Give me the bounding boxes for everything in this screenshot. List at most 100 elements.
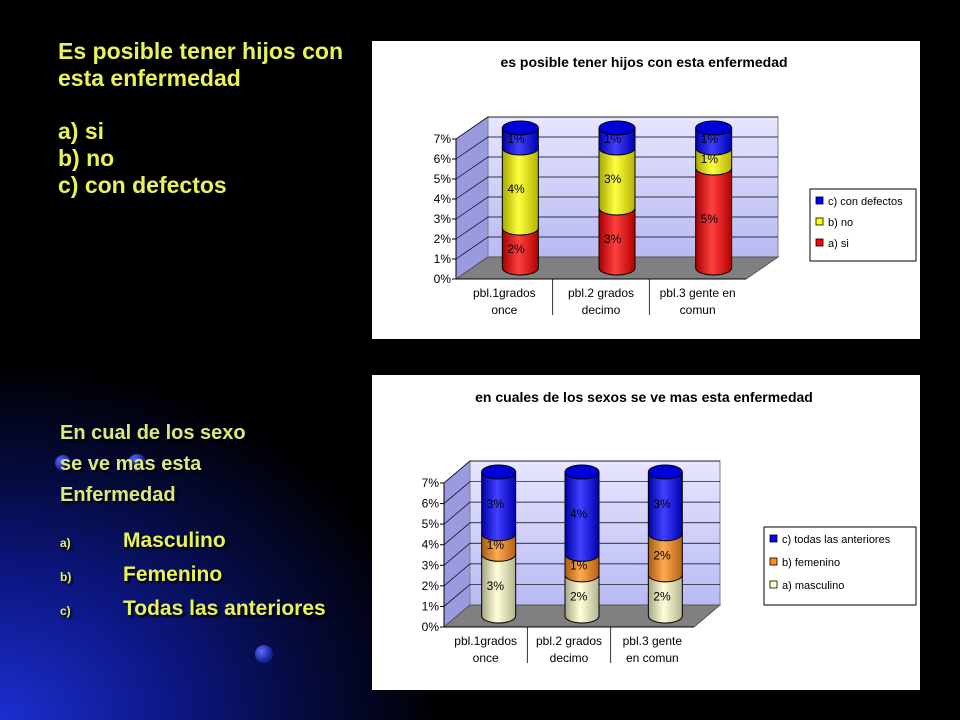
y-tick-label: 1% bbox=[422, 599, 440, 613]
gridline bbox=[455, 116, 778, 140]
bar-segment bbox=[481, 471, 517, 542]
x-tick-label: pbl.3 gente bbox=[623, 634, 683, 648]
option-text: Masculino bbox=[123, 529, 226, 552]
question-2-options: a) Masculino b) Femenino c) Todas las an… bbox=[60, 525, 360, 627]
legend-swatch bbox=[769, 580, 778, 589]
legend-label: b) femenino bbox=[782, 557, 840, 569]
slide-title-line: Es posible tener hijos con bbox=[58, 38, 344, 64]
question-2-block: En cual de los sexo se ve mas esta Enfer… bbox=[60, 418, 360, 627]
chart-side-wall bbox=[455, 116, 489, 280]
bar-segment bbox=[598, 207, 636, 276]
legend-label: a) masculino bbox=[782, 580, 844, 592]
chart-title: es posible tener hijos con esta enfermed… bbox=[500, 54, 787, 70]
y-tick-label: 1% bbox=[434, 252, 452, 266]
gridline bbox=[455, 136, 778, 160]
data-label: 1% bbox=[570, 559, 588, 573]
data-label: 1% bbox=[604, 132, 622, 146]
bar-cap bbox=[598, 120, 636, 136]
y-tick-label: 4% bbox=[422, 538, 440, 552]
decorative-dot bbox=[128, 454, 146, 472]
option-marker: b) bbox=[60, 570, 72, 584]
bar-cap bbox=[647, 464, 683, 480]
x-tick-label: once bbox=[491, 303, 517, 317]
legend-swatch bbox=[769, 557, 778, 566]
option-b: b) no bbox=[58, 145, 115, 171]
bar-segment bbox=[695, 167, 733, 276]
bar-cap bbox=[481, 464, 517, 480]
data-label: 3% bbox=[487, 579, 505, 593]
y-tick-label: 5% bbox=[422, 517, 440, 531]
chart-svg: en cuales de los sexos se ve mas esta en… bbox=[422, 389, 917, 665]
x-tick-label: decimo bbox=[550, 651, 589, 665]
decorative-dot bbox=[55, 455, 71, 471]
option-marker: c) bbox=[60, 604, 71, 618]
data-label: 1% bbox=[701, 152, 719, 166]
y-tick-label: 5% bbox=[434, 172, 452, 186]
data-label: 3% bbox=[604, 172, 622, 186]
bar-segment bbox=[564, 574, 600, 624]
x-tick-label: pbl.2 grados bbox=[536, 634, 602, 648]
gridline bbox=[455, 216, 778, 240]
bar-cap bbox=[501, 120, 539, 136]
question-2-line: se ve mas esta bbox=[60, 453, 202, 475]
gridline bbox=[443, 501, 720, 525]
option-a: a) si bbox=[58, 118, 105, 144]
gridline bbox=[455, 236, 778, 260]
bar-segment bbox=[695, 147, 733, 176]
legend-swatch bbox=[815, 238, 824, 247]
bar-cap bbox=[695, 120, 733, 136]
chart-sexos: en cuales de los sexos se ve mas esta en… bbox=[372, 375, 920, 690]
y-tick-label: 6% bbox=[434, 152, 452, 166]
bar-segment bbox=[501, 227, 539, 276]
legend-label: c) todas las anteriores bbox=[782, 534, 891, 546]
option-femenino: b) Femenino bbox=[60, 559, 360, 593]
bar-segment bbox=[647, 574, 683, 624]
chart-title: en cuales de los sexos se ve mas esta en… bbox=[475, 389, 813, 405]
data-label: 3% bbox=[604, 232, 622, 246]
bar-segment bbox=[564, 471, 600, 562]
decorative-dot bbox=[255, 645, 273, 663]
bar-segment bbox=[501, 127, 539, 156]
question-2-line: Enfermedad bbox=[60, 484, 176, 506]
x-tick-label: decimo bbox=[582, 303, 621, 317]
legend-box bbox=[809, 188, 917, 262]
option-marker: a) bbox=[60, 536, 71, 550]
data-label: 2% bbox=[653, 589, 671, 603]
y-tick-label: 3% bbox=[422, 558, 440, 572]
y-tick-label: 2% bbox=[422, 579, 440, 593]
legend-box bbox=[763, 526, 917, 606]
chart-svg: es posible tener hijos con esta enfermed… bbox=[434, 54, 917, 317]
slide-title-block: Es posible tener hijos con esta enfermed… bbox=[58, 38, 378, 199]
gridline bbox=[443, 542, 720, 566]
chart-side-wall bbox=[443, 459, 471, 629]
gridline bbox=[443, 460, 720, 484]
option-c: c) con defectos bbox=[58, 172, 227, 198]
bar-cap bbox=[564, 464, 600, 480]
bar-segment bbox=[564, 553, 600, 583]
x-tick-label: comun bbox=[680, 303, 716, 317]
bar-segment bbox=[598, 127, 636, 156]
data-label: 4% bbox=[507, 182, 525, 196]
option-todas: c) Todas las anteriores bbox=[60, 593, 360, 627]
gridline bbox=[443, 563, 720, 587]
bar-segment bbox=[481, 533, 517, 562]
bar-segment bbox=[501, 147, 539, 236]
bar-segment bbox=[481, 553, 517, 624]
data-label: 1% bbox=[487, 538, 505, 552]
data-label: 3% bbox=[487, 497, 505, 511]
data-label: 1% bbox=[701, 132, 719, 146]
slide-title-line: esta enfermedad bbox=[58, 65, 241, 91]
data-label: 5% bbox=[701, 212, 719, 226]
y-tick-label: 2% bbox=[434, 232, 452, 246]
x-tick-label: pbl.3 gente en bbox=[660, 286, 736, 300]
y-tick-label: 7% bbox=[422, 476, 440, 490]
x-tick-label: en comun bbox=[626, 651, 679, 665]
gridline bbox=[455, 196, 778, 220]
y-tick-label: 0% bbox=[422, 620, 440, 634]
legend-swatch bbox=[815, 196, 824, 205]
bar-segment bbox=[647, 533, 683, 583]
data-label: 3% bbox=[653, 497, 671, 511]
bar-segment bbox=[695, 127, 733, 156]
data-label: 1% bbox=[507, 132, 525, 146]
y-tick-label: 0% bbox=[434, 272, 452, 286]
